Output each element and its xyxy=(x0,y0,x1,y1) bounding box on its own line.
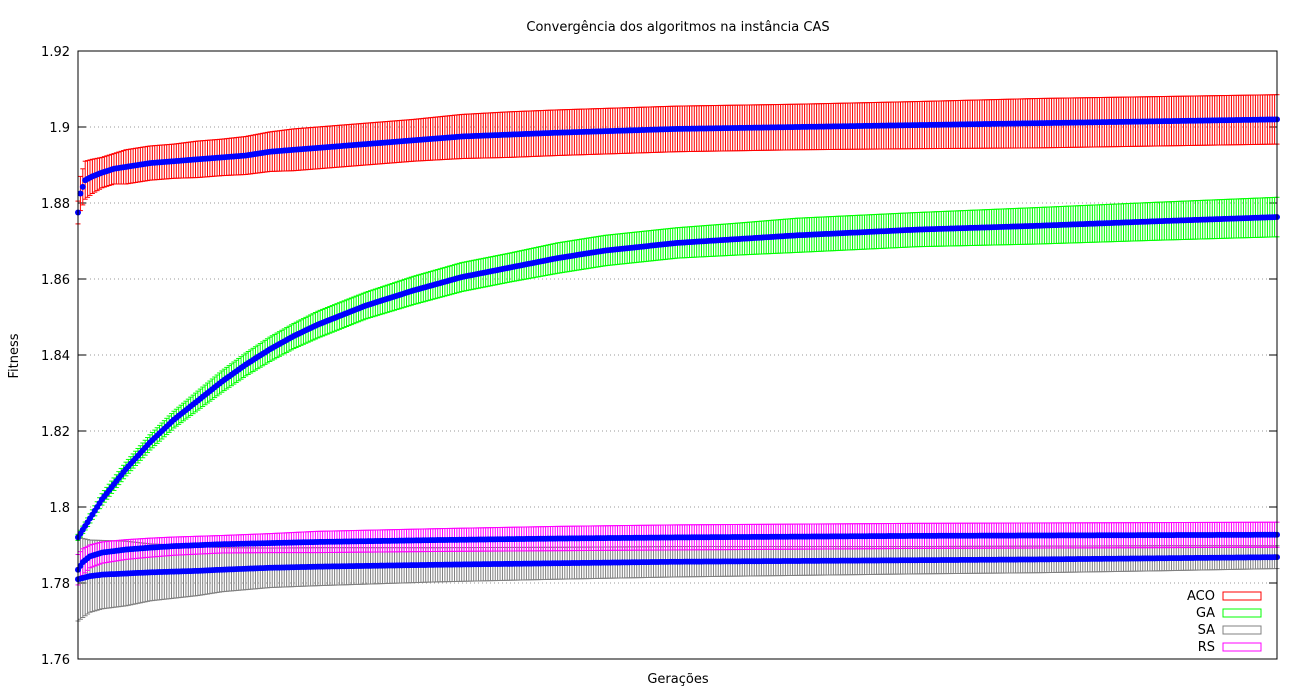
y-tick-label: 1.8 xyxy=(49,501,70,516)
series-layer xyxy=(75,94,1280,622)
y-tick-label: 1.9 xyxy=(49,121,70,136)
y-tick-label: 1.76 xyxy=(41,653,70,668)
y-axis-ticks: 1.76 1.78 1.8 1.82 1.84 1.86 1.88 1.9 1.92 xyxy=(41,45,1277,668)
chart-title: Convergência dos algoritmos na instância… xyxy=(526,20,829,35)
y-tick-label: 1.84 xyxy=(41,349,70,364)
y-tick-label: 1.82 xyxy=(41,425,70,440)
series-ga xyxy=(75,196,1280,541)
y-tick-label: 1.88 xyxy=(41,197,70,212)
y-tick-label: 1.78 xyxy=(41,577,70,592)
y-tick-label: 1.86 xyxy=(41,273,70,288)
y-tick-label: 1.92 xyxy=(41,45,70,60)
